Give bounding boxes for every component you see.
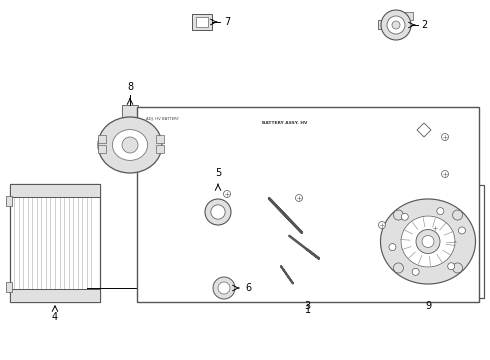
Circle shape xyxy=(205,199,231,225)
Circle shape xyxy=(387,16,405,34)
Circle shape xyxy=(412,268,419,275)
Bar xyxy=(6,196,12,206)
Bar xyxy=(217,270,231,277)
Circle shape xyxy=(432,225,439,231)
Bar xyxy=(10,184,100,197)
Bar xyxy=(372,185,484,298)
Bar xyxy=(156,145,164,153)
Bar xyxy=(192,14,212,30)
Bar xyxy=(354,172,459,222)
Bar xyxy=(248,185,366,298)
Circle shape xyxy=(218,282,230,294)
Ellipse shape xyxy=(112,130,147,161)
Bar xyxy=(242,152,270,194)
Circle shape xyxy=(295,194,302,202)
Text: ADJ. HV BATTERY: ADJ. HV BATTERY xyxy=(146,117,179,121)
Bar xyxy=(6,282,12,292)
Circle shape xyxy=(381,10,411,40)
Text: 1: 1 xyxy=(305,305,311,315)
Bar xyxy=(214,191,222,199)
Bar xyxy=(237,116,332,144)
Bar xyxy=(98,145,106,153)
Bar xyxy=(10,184,100,302)
Circle shape xyxy=(401,213,408,220)
Bar xyxy=(403,12,413,20)
Bar xyxy=(217,179,235,205)
Bar xyxy=(269,148,299,156)
Circle shape xyxy=(392,21,400,29)
Bar xyxy=(142,114,224,147)
Ellipse shape xyxy=(98,117,162,173)
Bar xyxy=(267,123,325,130)
Bar xyxy=(196,17,208,27)
Text: 7: 7 xyxy=(224,17,230,27)
Circle shape xyxy=(437,208,444,215)
Bar xyxy=(98,135,106,143)
Bar xyxy=(365,229,395,237)
Text: 6: 6 xyxy=(245,283,251,293)
Circle shape xyxy=(441,134,448,140)
Text: BATTERY ASSY. HV: BATTERY ASSY. HV xyxy=(262,121,307,125)
Text: 8: 8 xyxy=(127,82,133,92)
Circle shape xyxy=(453,210,463,220)
Text: 4: 4 xyxy=(52,312,58,322)
Circle shape xyxy=(223,190,230,198)
Circle shape xyxy=(378,221,386,229)
Circle shape xyxy=(393,210,403,220)
Bar xyxy=(241,131,263,141)
Bar xyxy=(369,112,464,162)
Text: 5: 5 xyxy=(215,168,221,178)
Bar xyxy=(10,289,100,302)
Polygon shape xyxy=(381,199,475,284)
Polygon shape xyxy=(401,216,455,267)
Circle shape xyxy=(213,277,235,299)
Circle shape xyxy=(441,171,448,177)
Bar xyxy=(275,162,357,212)
Circle shape xyxy=(211,205,225,219)
Polygon shape xyxy=(417,123,431,137)
Circle shape xyxy=(416,230,440,253)
Bar xyxy=(267,132,325,139)
Circle shape xyxy=(453,263,463,273)
Circle shape xyxy=(122,137,138,153)
Bar xyxy=(378,20,387,29)
Circle shape xyxy=(459,227,466,234)
Text: 2: 2 xyxy=(421,20,427,30)
Text: 3: 3 xyxy=(304,301,310,311)
Bar xyxy=(156,135,164,143)
Circle shape xyxy=(422,235,434,248)
Bar xyxy=(122,105,138,117)
Text: 9: 9 xyxy=(425,301,431,311)
Bar xyxy=(309,148,337,156)
Bar xyxy=(137,107,479,302)
Circle shape xyxy=(393,263,403,273)
Circle shape xyxy=(448,263,455,270)
Circle shape xyxy=(389,244,396,251)
